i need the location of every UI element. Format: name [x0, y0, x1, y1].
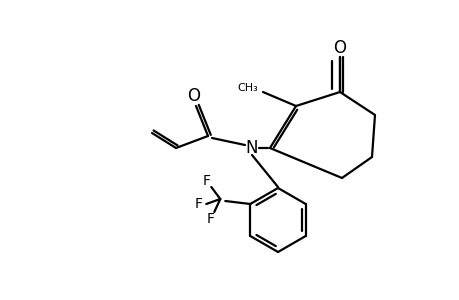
Text: O: O — [187, 87, 200, 105]
Text: F: F — [202, 174, 210, 188]
Text: F: F — [194, 197, 202, 211]
Text: F: F — [206, 212, 214, 226]
Text: N: N — [245, 139, 257, 157]
Text: O: O — [333, 39, 346, 57]
Text: CH₃: CH₃ — [237, 83, 257, 93]
